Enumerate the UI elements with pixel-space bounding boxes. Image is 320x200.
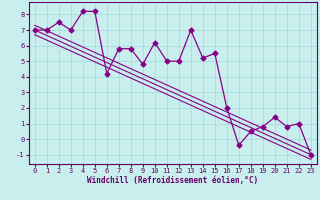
X-axis label: Windchill (Refroidissement éolien,°C): Windchill (Refroidissement éolien,°C) <box>87 176 258 185</box>
